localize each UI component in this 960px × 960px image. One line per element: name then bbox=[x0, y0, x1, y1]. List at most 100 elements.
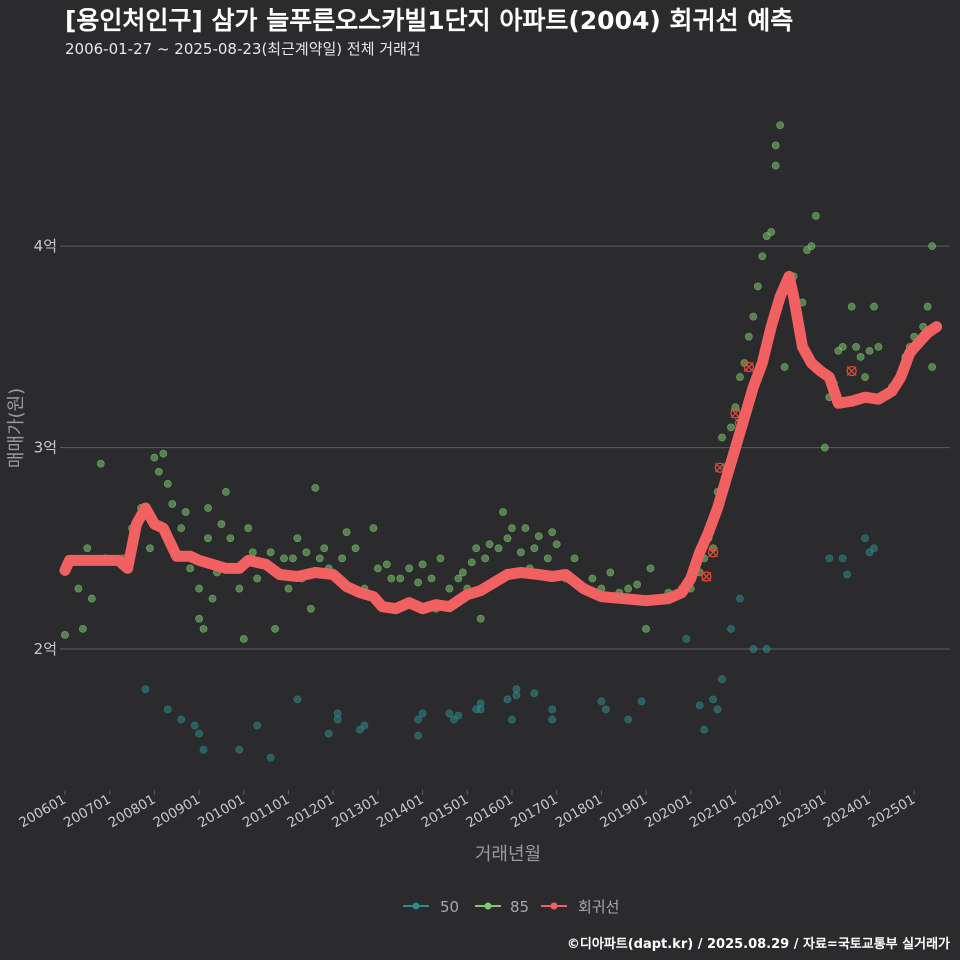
scatter-point-50 bbox=[601, 705, 610, 714]
scatter-point-85 bbox=[767, 228, 776, 236]
x-tick-label: 202401 bbox=[821, 792, 874, 832]
scatter-point-85 bbox=[293, 534, 302, 543]
scatter-point-50 bbox=[762, 645, 771, 653]
scatter-point-50 bbox=[713, 705, 722, 714]
scatter-point-50 bbox=[418, 709, 427, 718]
scatter-point-50 bbox=[508, 715, 516, 724]
highlight-cross bbox=[701, 571, 712, 582]
scatter-point-85 bbox=[606, 568, 615, 577]
scatter-point-85 bbox=[226, 534, 235, 543]
scatter-point-85 bbox=[96, 459, 105, 468]
scatter-point-85 bbox=[320, 544, 329, 553]
x-tick-labels: 2006012007012008012009012010012011012012… bbox=[16, 790, 918, 831]
scatter-point-85 bbox=[342, 528, 351, 537]
scatter-point-85 bbox=[548, 528, 557, 537]
scatter-point-50 bbox=[141, 685, 150, 694]
scatter-point-85 bbox=[861, 373, 869, 381]
scatter-point-50 bbox=[838, 554, 847, 563]
scatter-point-85 bbox=[812, 212, 820, 220]
y-tick-label: 2억 bbox=[34, 640, 57, 658]
scatter-point-50 bbox=[414, 715, 423, 724]
scatter-point-50 bbox=[736, 594, 744, 603]
scatter-point-50 bbox=[749, 645, 758, 653]
scatter-point-85 bbox=[427, 574, 436, 583]
legend: 50 85 회귀선 bbox=[403, 898, 619, 916]
scatter-point-85 bbox=[503, 534, 512, 543]
scatter-point-85 bbox=[280, 554, 288, 563]
scatter-point-85 bbox=[749, 312, 758, 321]
scatter-point-85 bbox=[838, 342, 847, 351]
scatter-point-85 bbox=[517, 548, 525, 557]
scatter-point-85 bbox=[753, 282, 762, 291]
scatter-point-85 bbox=[467, 558, 476, 567]
scatter-point-85 bbox=[168, 500, 177, 508]
scatter-point-85 bbox=[820, 443, 829, 452]
scatter-point-50 bbox=[700, 725, 709, 734]
scatter-point-85 bbox=[485, 540, 494, 549]
scatter-point-85 bbox=[499, 508, 507, 516]
scatter-point-50 bbox=[360, 721, 369, 730]
scatter-point-50 bbox=[177, 715, 186, 724]
caption: ©디아파트(dapt.kr) / 2025.08.29 / 자료=국토교통부 실… bbox=[567, 936, 950, 952]
scatter-point-50 bbox=[548, 705, 557, 714]
scatter-point-85 bbox=[758, 252, 767, 261]
scatter-point-85 bbox=[177, 524, 186, 533]
scatter-point-85 bbox=[718, 433, 726, 442]
scatter-point-85 bbox=[405, 564, 414, 573]
scatter-point-50 bbox=[682, 635, 691, 643]
scatter-point-85 bbox=[530, 544, 539, 553]
scatter-point-85 bbox=[771, 141, 780, 150]
scatter-point-85 bbox=[146, 544, 154, 553]
scatter-point-85 bbox=[159, 449, 168, 458]
scatter-point-50 bbox=[199, 745, 208, 754]
x-tick-label: 200801 bbox=[106, 792, 159, 832]
scatter-point-50 bbox=[530, 689, 539, 698]
scatter-point-85 bbox=[266, 548, 275, 557]
scatter-point-85 bbox=[163, 479, 172, 488]
scatter-point-85 bbox=[727, 423, 735, 432]
highlight-cross bbox=[846, 366, 857, 376]
scatter-point-50 bbox=[333, 709, 342, 718]
scatter-point-85 bbox=[74, 584, 83, 593]
x-axis-label: 거래년월 bbox=[475, 844, 541, 865]
x-tick-label: 200601 bbox=[16, 792, 69, 832]
scatter-point-85 bbox=[481, 554, 490, 563]
scatter-point-85 bbox=[284, 584, 293, 593]
scatter-point-85 bbox=[847, 302, 856, 311]
scatter-point-85 bbox=[852, 342, 861, 351]
highlighted-point bbox=[701, 571, 712, 582]
scatter-point-85 bbox=[248, 548, 257, 557]
scatter-point-50 bbox=[727, 624, 735, 633]
scatter-point-50 bbox=[512, 691, 521, 700]
scatter-point-85 bbox=[302, 548, 311, 557]
scatter-point-85 bbox=[570, 554, 579, 563]
scatter-point-85 bbox=[472, 544, 481, 553]
scatter-point-85 bbox=[454, 574, 463, 583]
scatter-point-85 bbox=[195, 584, 203, 593]
x-tick-label: 200901 bbox=[150, 792, 203, 832]
scatter-point-50 bbox=[253, 721, 262, 730]
legend-label-85: 85 bbox=[510, 898, 529, 916]
legend-item-regression: 회귀선 bbox=[541, 898, 619, 916]
series-50-points bbox=[141, 534, 878, 762]
highlighted-point bbox=[743, 361, 755, 373]
x-tick-label: 202101 bbox=[687, 792, 740, 832]
scatter-point-85 bbox=[870, 302, 878, 311]
x-tick-label: 202001 bbox=[642, 792, 695, 832]
highlight-cross bbox=[708, 547, 719, 558]
scatter-point-50 bbox=[870, 544, 878, 553]
scatter-point-85 bbox=[83, 544, 92, 553]
scatter-point-85 bbox=[306, 604, 315, 613]
x-tick-label: 202301 bbox=[776, 792, 829, 832]
scatter-point-85 bbox=[642, 624, 650, 633]
regression-line bbox=[59, 270, 943, 615]
scatter-point-50 bbox=[476, 705, 485, 714]
scatter-point-85 bbox=[874, 342, 883, 351]
highlight-cross bbox=[714, 462, 725, 473]
scatter-point-85 bbox=[928, 363, 937, 371]
scatter-point-85 bbox=[208, 594, 217, 603]
scatter-point-50 bbox=[503, 695, 512, 704]
scatter-point-85 bbox=[494, 544, 503, 553]
scatter-point-85 bbox=[552, 540, 561, 549]
